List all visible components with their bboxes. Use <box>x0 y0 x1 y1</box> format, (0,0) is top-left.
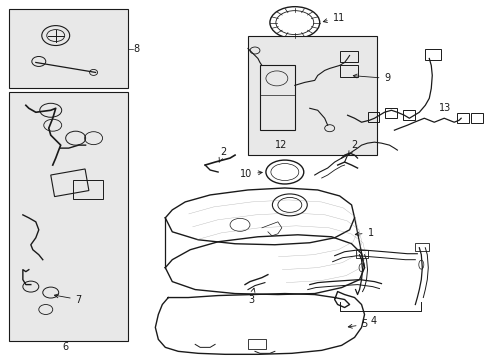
Text: 4: 4 <box>370 316 376 327</box>
Bar <box>385 108 397 118</box>
Text: 12: 12 <box>274 140 286 150</box>
Bar <box>260 66 294 130</box>
Bar <box>456 113 468 123</box>
Bar <box>247 339 265 349</box>
Text: 1: 1 <box>355 228 373 238</box>
Text: 6: 6 <box>62 342 69 352</box>
Bar <box>73 180 102 199</box>
Text: 7: 7 <box>54 294 81 305</box>
Bar <box>367 112 379 122</box>
Text: 3: 3 <box>247 288 254 305</box>
Text: 5: 5 <box>347 319 367 329</box>
Text: 10: 10 <box>240 169 262 179</box>
Bar <box>339 66 357 77</box>
Bar <box>247 36 377 155</box>
Text: 11: 11 <box>323 13 344 23</box>
Bar <box>51 169 89 197</box>
Bar <box>9 9 128 88</box>
Bar <box>470 113 482 123</box>
Bar <box>403 110 414 120</box>
Text: 9: 9 <box>352 73 390 84</box>
Bar <box>414 243 428 251</box>
Text: 8: 8 <box>133 44 139 54</box>
Text: 2: 2 <box>219 147 226 162</box>
Bar <box>9 92 128 341</box>
Text: 13: 13 <box>438 103 450 113</box>
Bar <box>355 250 367 258</box>
Text: 2: 2 <box>347 140 357 155</box>
Bar <box>425 49 440 60</box>
Bar <box>339 50 357 62</box>
